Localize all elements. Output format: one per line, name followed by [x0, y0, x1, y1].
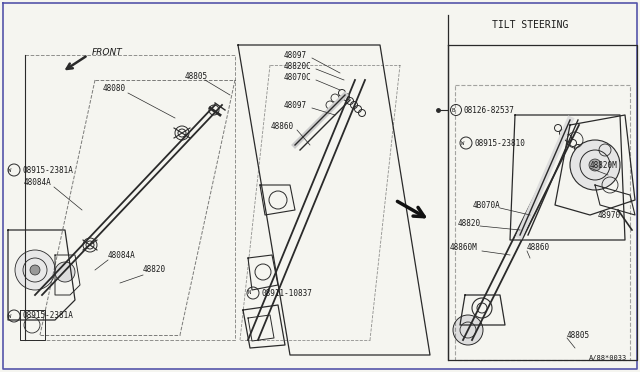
Text: A/88*0033: A/88*0033: [589, 355, 627, 361]
Circle shape: [15, 250, 55, 290]
Circle shape: [589, 159, 601, 171]
Text: 48970: 48970: [598, 211, 621, 219]
Text: 48097: 48097: [284, 51, 307, 60]
Circle shape: [30, 265, 40, 275]
Text: 48860M: 48860M: [450, 244, 477, 253]
Text: FRONT: FRONT: [92, 48, 123, 57]
Text: 08915-23810: 08915-23810: [475, 138, 526, 148]
Text: 48080: 48080: [103, 83, 126, 93]
Text: 48860: 48860: [527, 244, 550, 253]
Text: 48820: 48820: [458, 218, 481, 228]
Text: 08915-2381A: 08915-2381A: [22, 166, 73, 174]
Text: 48097: 48097: [284, 100, 307, 109]
Text: TILT STEERING: TILT STEERING: [492, 20, 568, 30]
Text: 48070C: 48070C: [284, 73, 312, 81]
Text: 4B070A: 4B070A: [473, 201, 500, 209]
Text: 48805: 48805: [185, 71, 208, 80]
Text: 08915-2381A: 08915-2381A: [22, 311, 73, 321]
Text: 48860: 48860: [271, 122, 294, 131]
Text: 48820C: 48820C: [284, 61, 312, 71]
Text: 48820M: 48820M: [590, 160, 618, 170]
Text: 08911-10837: 08911-10837: [262, 289, 313, 298]
Circle shape: [55, 262, 75, 282]
Circle shape: [453, 315, 483, 345]
Text: W: W: [8, 314, 12, 318]
Circle shape: [570, 140, 620, 190]
Text: 48084A: 48084A: [108, 250, 136, 260]
Text: W: W: [461, 141, 465, 145]
Text: 48820: 48820: [143, 266, 166, 275]
Text: N: N: [248, 291, 251, 295]
Text: 08126-82537: 08126-82537: [464, 106, 515, 115]
Text: B: B: [451, 108, 454, 112]
Text: W: W: [8, 167, 12, 173]
Text: 48084A: 48084A: [24, 177, 52, 186]
Text: 48805: 48805: [567, 330, 590, 340]
